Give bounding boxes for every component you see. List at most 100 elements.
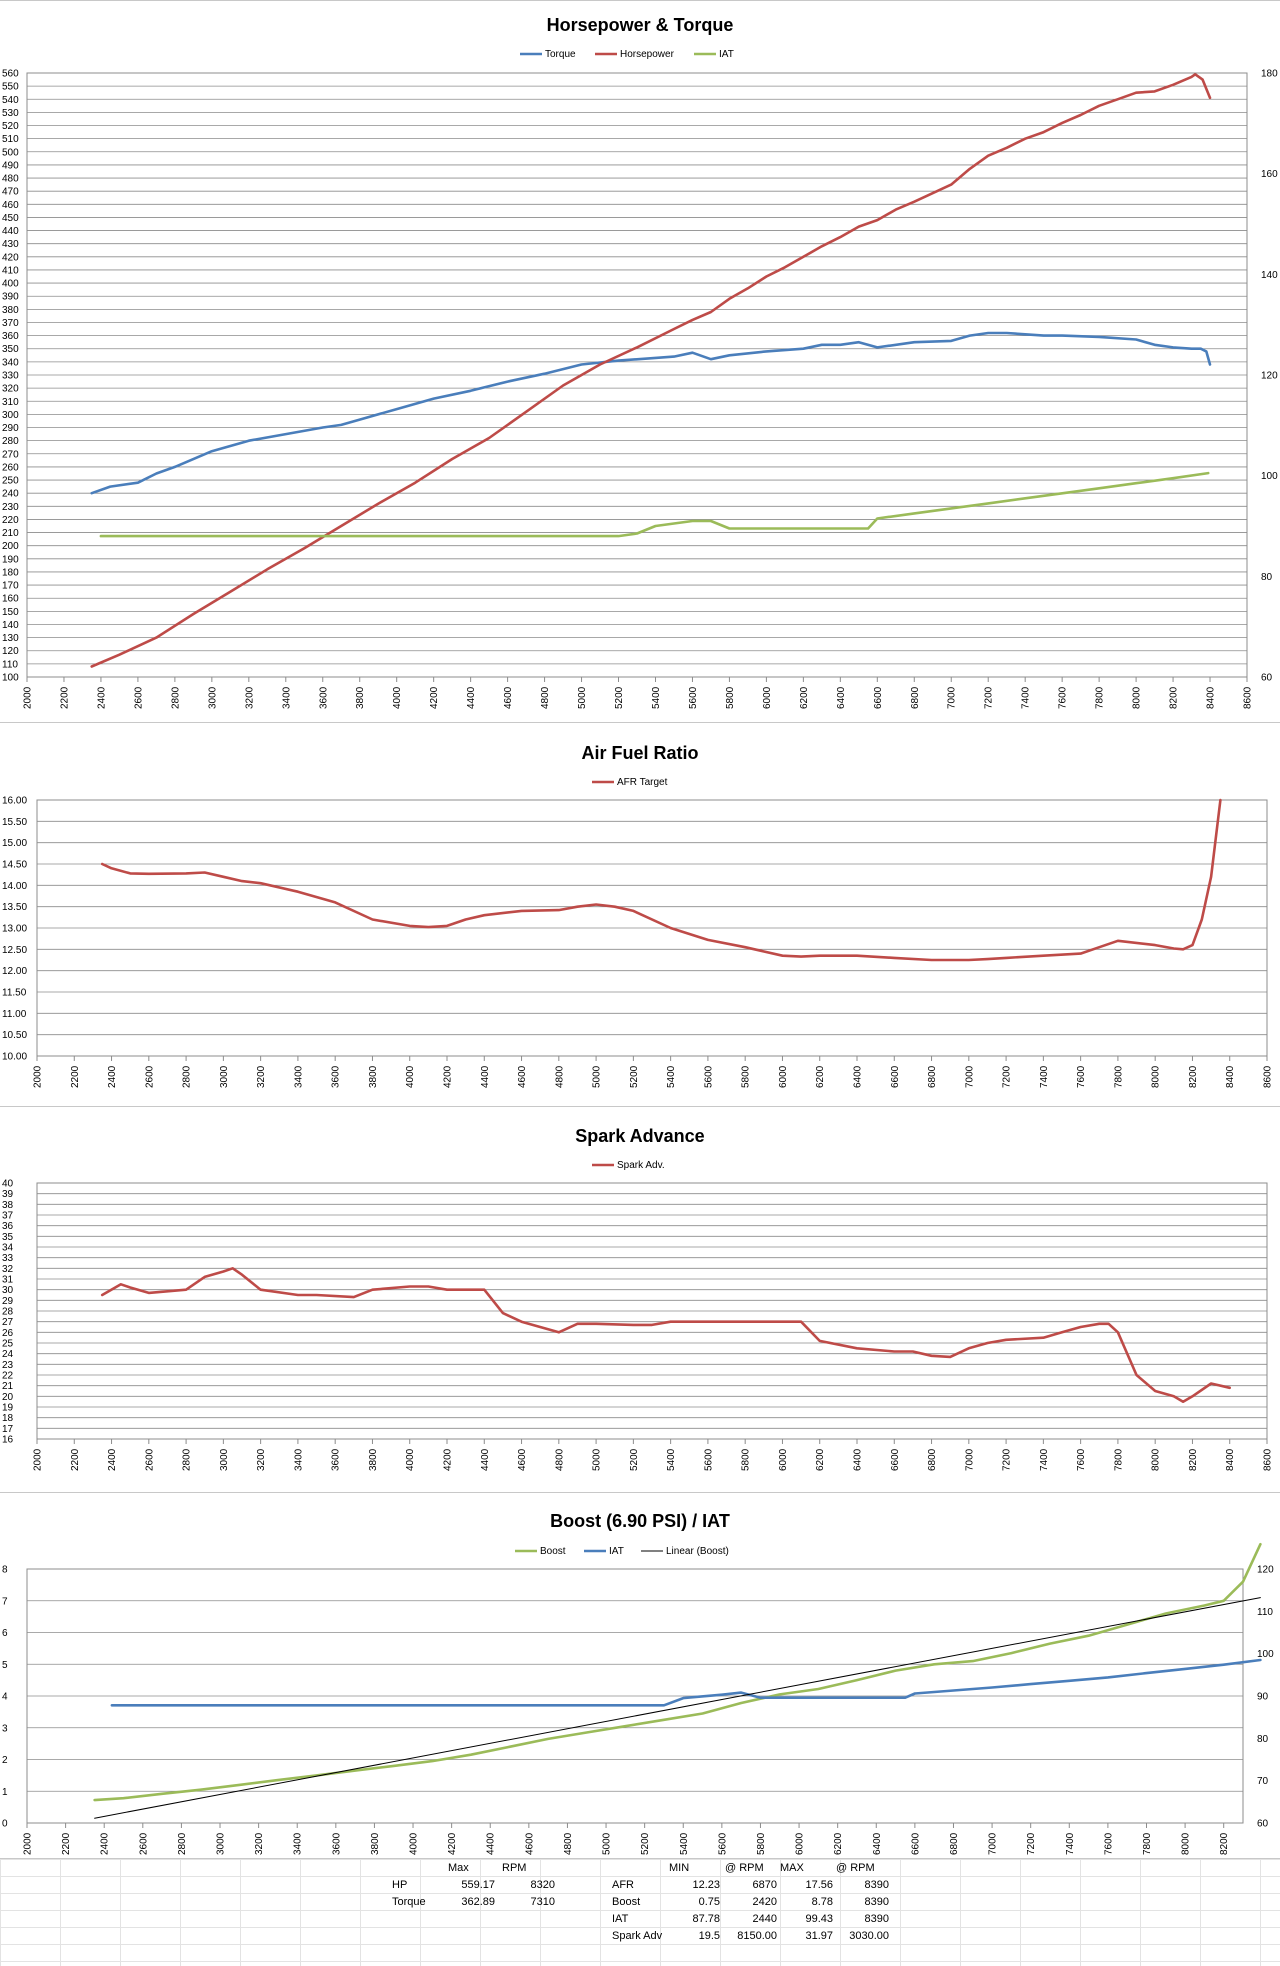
chart-title: Spark Advance: [575, 1126, 704, 1146]
stats-torque-rpm: 7310: [530, 1896, 555, 1908]
x-tick-label: 7800: [1095, 686, 1106, 709]
spark-advance-chart: Spark Advance161718192021222324252627282…: [2, 1126, 1274, 1471]
stats-boost-label: Boost: [612, 1896, 641, 1908]
stats-afr-min-rpm: 6870: [752, 1879, 777, 1891]
stats-iat-min: 87.78: [692, 1913, 720, 1925]
stats-boost-max: 8.78: [811, 1896, 833, 1908]
y-tick-label: 550: [2, 82, 19, 93]
x-tick-label: 8200: [1188, 1065, 1199, 1088]
x-tick-label: 8400: [1206, 686, 1217, 709]
x-tick-label: 7600: [1103, 1832, 1114, 1855]
x-tick-label: 7400: [1039, 1448, 1050, 1471]
x-tick-label: 5000: [592, 1065, 603, 1088]
y-tick-label: 270: [2, 449, 19, 460]
y-tick-label: 450: [2, 213, 19, 224]
stats-afr-min: 12.23: [692, 1879, 720, 1891]
x-tick-label: 3000: [207, 686, 218, 709]
y-tick-label: 520: [2, 121, 19, 132]
x-tick-label: 3200: [256, 1065, 267, 1088]
y-tick-label: 260: [2, 462, 19, 473]
x-tick-label: 3600: [318, 686, 329, 709]
stats-table: Max RPM HP 559.17 8320 Torque 362.89 731…: [0, 1858, 1280, 1966]
x-tick-label: 7000: [947, 686, 958, 709]
x-tick-label: 4600: [503, 686, 514, 709]
stats-afr-label: AFR: [612, 1879, 634, 1891]
x-tick-label: 7600: [1076, 1065, 1087, 1088]
y-tick-label: 160: [2, 594, 19, 605]
series-line-afr-target: [100, 798, 1222, 962]
x-tick-label: 4200: [443, 1065, 454, 1088]
y-tick-label: 130: [2, 633, 19, 644]
y-tick-label: 12.50: [2, 945, 27, 956]
y-tick-label: 230: [2, 502, 19, 513]
x-tick-label: 7400: [1021, 686, 1032, 709]
y-tick-label: 18: [2, 1413, 14, 1424]
y-tick-label: 10.50: [2, 1030, 27, 1041]
y2-tick-label: 110: [1257, 1607, 1273, 1618]
x-tick-label: 3000: [216, 1832, 227, 1855]
boost-iat-chart: Boost (6.90 PSI) / IAT 0 1 2 3 4 5 6 7 8 60 70 80 90 1…: [2, 1511, 1274, 1855]
x-tick-label: 8000: [1132, 686, 1143, 709]
y-tick-label: 28: [2, 1307, 14, 1318]
x-tick-label: 7600: [1058, 686, 1069, 709]
y-tick-label: 500: [2, 147, 19, 158]
y2-tick-label: 100: [1261, 471, 1278, 482]
y-tick-label: 280: [2, 436, 19, 447]
legend-entry-iat: IAT: [609, 1546, 624, 1557]
y-tick-label: 360: [2, 331, 19, 342]
stats-spark-min-rpm: 8150.00: [737, 1930, 777, 1942]
stats-afr-max: 17.56: [805, 1879, 833, 1891]
y2-tick-label: 120: [1261, 371, 1278, 382]
x-tick-label: 4000: [392, 686, 403, 709]
stats-spark-min: 19.5: [698, 1930, 720, 1942]
stats-max2-header: MAX: [780, 1862, 804, 1874]
x-tick-label: 8200: [1219, 1832, 1230, 1855]
x-tick-label: 3600: [331, 1832, 342, 1855]
chart-title: Horsepower & Torque: [547, 15, 734, 35]
y-tick-label: 37: [2, 1211, 14, 1222]
y2-tick-label: 100: [1257, 1649, 1274, 1660]
x-tick-label: 2600: [138, 1832, 149, 1855]
stats-hp-rpm: 8320: [530, 1879, 555, 1891]
x-tick-label: 4600: [517, 1065, 528, 1088]
y-tick-label: 40: [2, 1179, 14, 1190]
x-tick-label: 7800: [1113, 1448, 1124, 1471]
y-tick-label: 470: [2, 187, 19, 198]
y-tick-label: 25: [2, 1339, 14, 1350]
x-tick-label: 5200: [629, 1065, 640, 1088]
x-tick-label: 8600: [1243, 686, 1254, 709]
x-tick-label: 7000: [988, 1832, 999, 1855]
y-tick-label: 14.00: [2, 881, 27, 892]
y2-tick-label: 80: [1261, 572, 1273, 583]
y-tick-label: 39: [2, 1189, 14, 1200]
x-tick-label: 7800: [1113, 1065, 1124, 1088]
stats-spark-max-rpm: 3030.00: [849, 1930, 889, 1942]
x-tick-label: 5600: [717, 1832, 728, 1855]
x-tick-label: 5400: [679, 1832, 690, 1855]
x-tick-label: 2800: [182, 1065, 193, 1088]
x-tick-label: 2000: [23, 1832, 34, 1855]
y-tick-label: 11.00: [2, 1009, 27, 1020]
x-tick-label: 7200: [1002, 1448, 1013, 1471]
y-tick-label: 13.00: [2, 924, 27, 935]
x-tick-label: 5800: [741, 1448, 752, 1471]
y-tick-label: 100: [2, 673, 19, 684]
y-tick-label: 20: [2, 1392, 14, 1403]
stats-min-rpm-header: @ RPM: [725, 1862, 764, 1874]
stats-boost-min: 0.75: [698, 1896, 720, 1908]
x-tick-label: 4200: [429, 686, 440, 709]
x-tick-label: 2400: [107, 1448, 118, 1471]
x-tick-label: 8600: [1263, 1448, 1274, 1471]
y-tick-label: 29: [2, 1296, 14, 1307]
x-tick-label: 4400: [466, 686, 477, 709]
y-tick-label: 35: [2, 1232, 14, 1243]
y-tick-label: 170: [2, 581, 19, 592]
y-tick-label: 7: [2, 1596, 8, 1607]
y-tick-label: 30: [2, 1285, 14, 1296]
legend-entry-afr-target: AFR Target: [617, 777, 668, 788]
x-tick-label: 2800: [170, 686, 181, 709]
x-tick-label: 5000: [592, 1448, 603, 1471]
stats-rpm-header: RPM: [502, 1862, 527, 1874]
y-tick-label: 530: [2, 108, 19, 119]
x-tick-label: 4000: [409, 1832, 420, 1855]
